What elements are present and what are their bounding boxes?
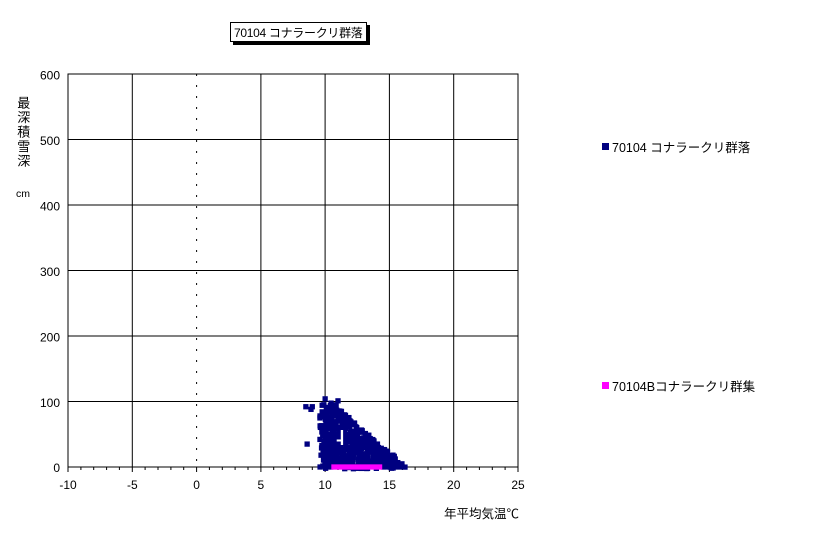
svg-text:5: 5 (258, 478, 265, 492)
svg-text:10: 10 (318, 478, 332, 492)
svg-text:-10: -10 (59, 478, 77, 492)
svg-text:200: 200 (40, 331, 60, 345)
svg-text:400: 400 (40, 200, 60, 214)
svg-text:600: 600 (40, 69, 60, 83)
svg-text:500: 500 (40, 134, 60, 148)
svg-text:-5: -5 (127, 478, 138, 492)
svg-text:15: 15 (383, 478, 397, 492)
svg-text:0: 0 (193, 478, 200, 492)
svg-text:25: 25 (511, 478, 525, 492)
svg-text:300: 300 (40, 265, 60, 279)
svg-text:20: 20 (447, 478, 461, 492)
svg-text:0: 0 (53, 461, 60, 475)
svg-text:100: 100 (40, 396, 60, 410)
